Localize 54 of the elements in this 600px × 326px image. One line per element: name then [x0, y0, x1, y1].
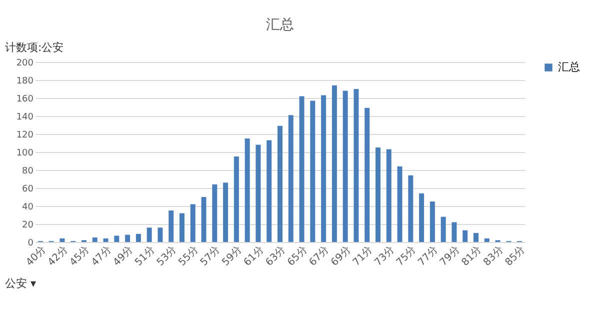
y-tick-label: 160: [16, 94, 34, 104]
chart-title: 汇总: [266, 17, 294, 33]
bar: [244, 138, 250, 242]
bar: [452, 222, 457, 242]
bar: [386, 149, 392, 242]
bar: [223, 182, 228, 242]
bar: [484, 238, 490, 242]
y-tick-label: 140: [16, 112, 34, 122]
bar: [146, 228, 152, 242]
bar: [256, 144, 261, 242]
bar: [332, 85, 337, 242]
legend-label: 汇总: [558, 60, 580, 74]
y-tick-label: 80: [22, 166, 34, 176]
bar: [125, 234, 130, 242]
bar: [419, 193, 424, 242]
x-tick-label: 42分: [45, 244, 70, 268]
y-tick-label: 180: [16, 76, 34, 86]
bar: [299, 96, 304, 242]
bar: [310, 100, 316, 242]
bar: [376, 148, 380, 242]
y-tick-label: 60: [22, 184, 34, 194]
y-tick-label: 0: [28, 238, 34, 248]
bar: [212, 184, 218, 242]
bar: [321, 95, 326, 242]
bar: [168, 210, 174, 242]
bar: [462, 230, 468, 242]
y-tick-label: 100: [16, 148, 34, 158]
bar: [408, 175, 414, 242]
y-tick-label: 120: [16, 130, 34, 140]
y-tick-label: 200: [16, 58, 34, 68]
bar: [288, 115, 294, 242]
bar: [158, 228, 163, 242]
bar: [60, 238, 65, 242]
text: 计数项:公安: [5, 41, 64, 54]
bar: [397, 166, 402, 242]
bar: [474, 233, 478, 242]
text: 公安 ▾: [5, 277, 36, 290]
bar: [430, 202, 435, 242]
bar: [190, 204, 196, 242]
bar: [114, 236, 120, 242]
bar: [103, 238, 108, 242]
bar: [354, 89, 359, 242]
bar: [234, 156, 239, 242]
bar: [342, 90, 348, 242]
y-tick-label: 20: [22, 220, 34, 230]
bar: [266, 140, 272, 242]
y-tick-label: 40: [22, 202, 34, 212]
bar: [136, 234, 141, 242]
bar: [440, 216, 446, 242]
bar: [278, 126, 282, 242]
bar: [364, 108, 370, 242]
bar: [92, 238, 98, 242]
bar: [180, 213, 184, 242]
bar: [201, 197, 206, 242]
